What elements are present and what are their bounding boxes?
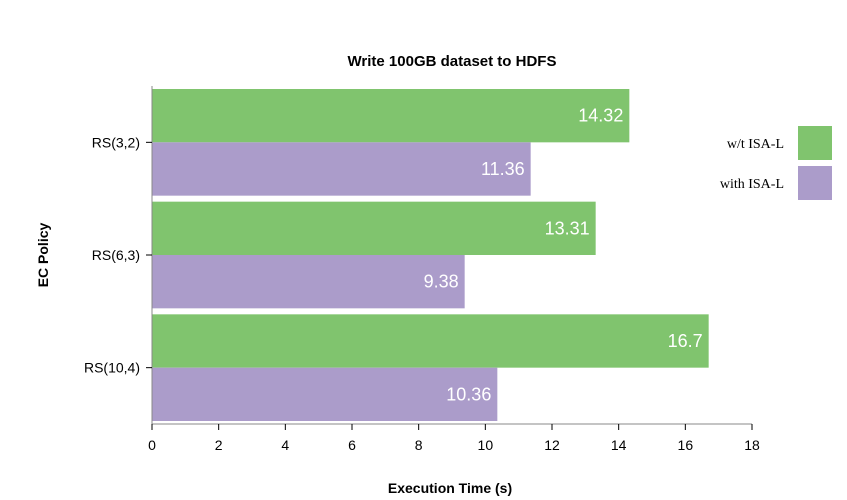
bars-group: 14.32 11.36 13.31 9.38 16.7 10.36 — [152, 89, 709, 421]
legend-label: w/t ISA-L — [727, 137, 784, 152]
legend-swatch — [798, 166, 832, 200]
x-tick-label: 0 — [148, 437, 156, 453]
x-tick-label: 4 — [281, 437, 289, 453]
legend-label: with ISA-L — [720, 177, 784, 192]
data-label: 9.38 — [424, 272, 459, 292]
y-axis-ticks: RS(3,2) RS(6,3) RS(10,4) — [84, 134, 152, 376]
x-axis-title: Execution Time (s) — [388, 480, 512, 496]
data-label: 13.31 — [545, 218, 590, 238]
x-tick-label: 10 — [478, 437, 494, 453]
x-tick-label: 12 — [544, 437, 560, 453]
bar — [152, 314, 709, 368]
data-label: 11.36 — [481, 159, 525, 179]
legend-swatch — [798, 126, 832, 160]
data-label: 16.7 — [668, 331, 703, 351]
x-tick-label: 14 — [611, 437, 627, 453]
y-tick-label: RS(6,3) — [92, 247, 140, 263]
chart-title: Write 100GB dataset to HDFS — [348, 53, 557, 70]
x-tick-label: 16 — [678, 437, 694, 453]
y-tick-label: RS(3,2) — [92, 134, 140, 150]
x-tick-label: 6 — [348, 437, 356, 453]
x-tick-label: 8 — [415, 437, 423, 453]
y-tick-label: RS(10,4) — [84, 360, 140, 376]
y-axis-title: EC Policy — [35, 223, 51, 288]
x-tick-label: 2 — [215, 437, 223, 453]
legend: w/t ISA-L with ISA-L — [720, 126, 832, 200]
bar — [152, 255, 465, 309]
bar — [152, 367, 498, 421]
x-axis-ticks: 0 2 4 6 8 10 12 14 16 18 — [148, 424, 760, 453]
data-label: 10.36 — [446, 384, 491, 404]
data-label: 14.32 — [578, 106, 623, 126]
bar — [152, 89, 630, 143]
x-tick-label: 18 — [744, 437, 760, 453]
bar — [152, 201, 596, 255]
bar — [152, 142, 531, 196]
